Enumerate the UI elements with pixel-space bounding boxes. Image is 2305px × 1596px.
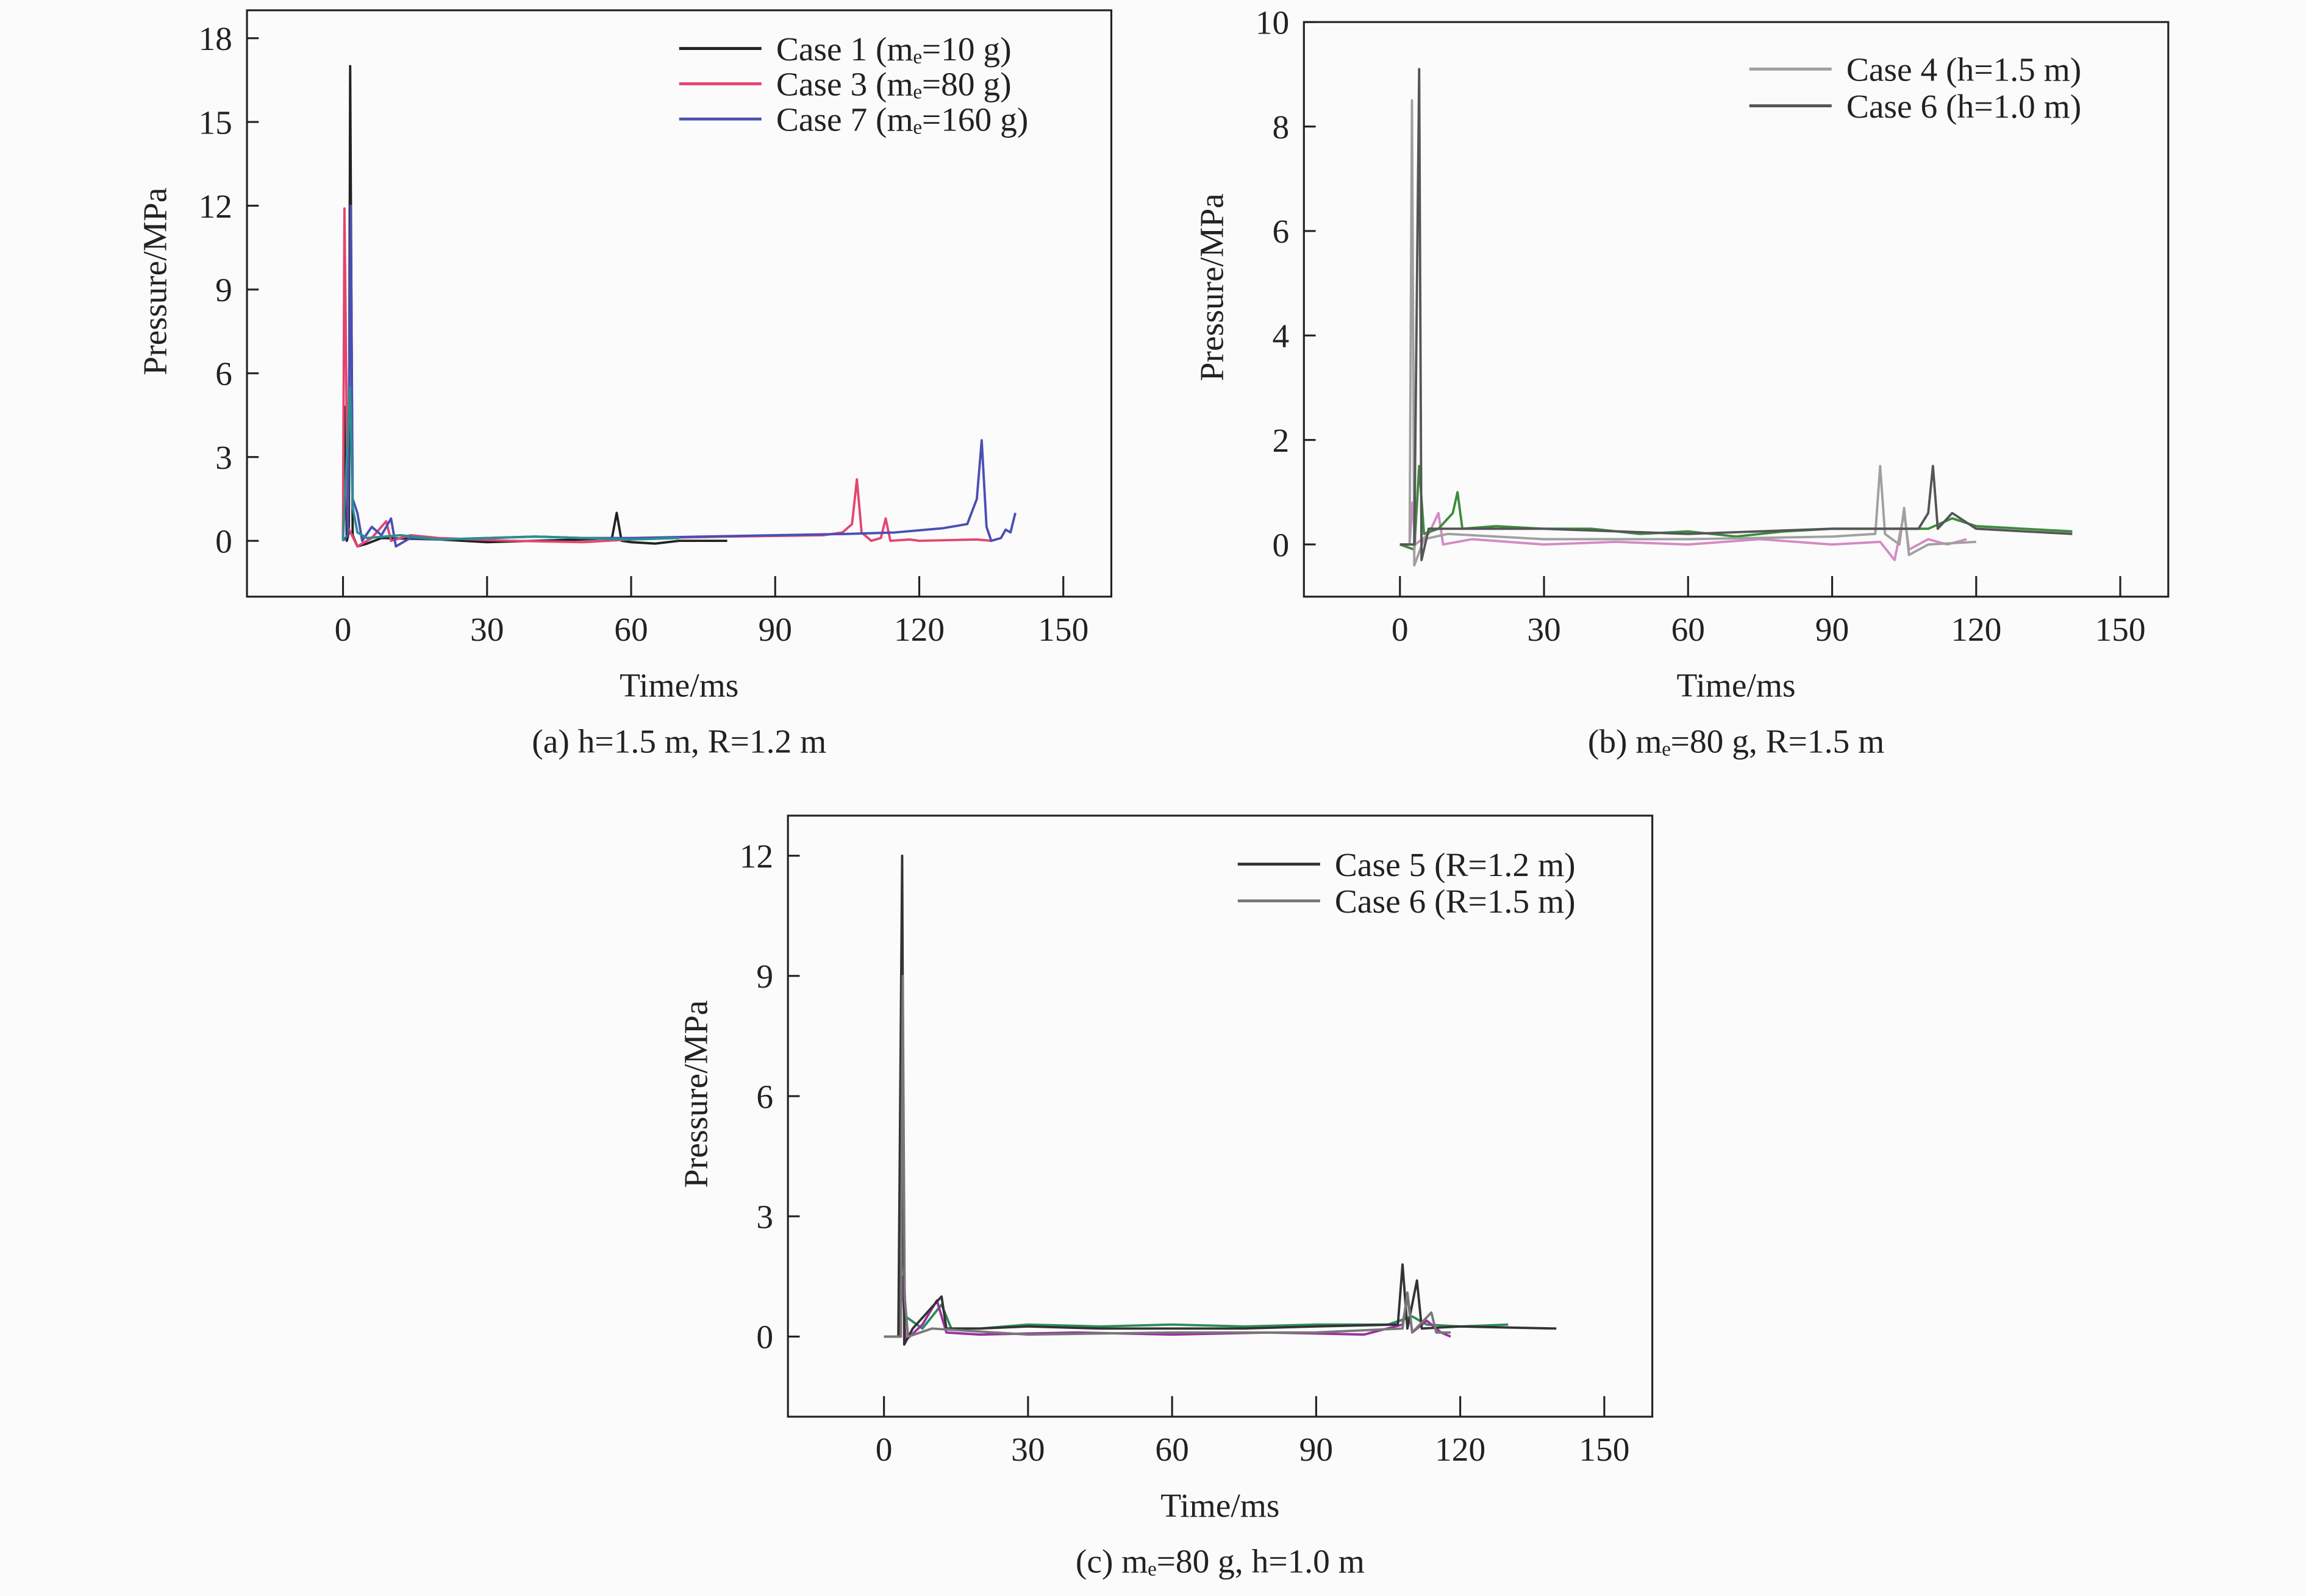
y-tick-label: 4 [1272,318,1289,355]
series-line-trace-3 [341,386,679,541]
x-axis-label: Time/ms [1160,1487,1279,1524]
legend-label: Case 4 (h=1.5 m) [1846,51,2081,88]
series-line-case-6 [884,975,1451,1338]
y-tick-label: 2 [1272,422,1289,459]
x-tick-label: 60 [1671,611,1705,648]
panel-caption: (c) mₑ=80 g, h=1.0 m [1076,1542,1365,1580]
panel-a: 0 3 6 9 12 15 18 0 30 60 90 120 150 Time/ms Pressure/M… [136,9,1113,760]
x-tick-label: 120 [1435,1431,1485,1468]
x-tick-label: 120 [1951,611,2001,648]
x-axis-label: Time/ms [620,667,738,704]
y-axis-label: Pressure/MPa [136,188,173,376]
legend-label: Case 1 (mₑ=10 g) [776,30,1012,68]
y-tick-label: 15 [198,104,232,141]
x-tick-label: 0 [876,1431,893,1468]
y-tick-label: 8 [1272,109,1289,146]
y-tick-label: 3 [756,1199,773,1236]
series-line-case-6 [1399,68,2073,561]
x-axis-label: Time/ms [1676,667,1795,704]
y-tick-label: 10 [1256,4,1289,41]
y-tick-label: 0 [215,522,232,560]
y-tick-label: 9 [756,958,773,995]
legend-label: Case 3 (mₑ=80 g) [776,66,1012,103]
series-line-case-5 [884,854,1557,1346]
legend-label: Case 7 (mₑ=160 g) [776,101,1028,138]
y-tick-label: 0 [1272,526,1289,563]
x-tick-label: 30 [1527,611,1560,648]
x-tick-label: 90 [1815,611,1849,648]
series-line-case-4 [1399,99,1976,567]
x-tick-label: 60 [1155,1431,1188,1468]
x-tick-label: 90 [1299,1431,1333,1468]
x-tick-label: 150 [1038,611,1088,648]
x-tick-label: 0 [1392,611,1409,648]
y-tick-label: 6 [215,355,232,393]
y-axis-label: Pressure/MPa [1193,193,1231,381]
plot-frame [1303,21,2170,598]
y-tick-label: 0 [756,1319,773,1356]
y-tick-label: 18 [198,20,232,57]
y-axis-label: Pressure/MPa [677,1000,715,1188]
y-tick-label: 6 [1272,213,1289,250]
x-tick-label: 60 [614,611,648,648]
x-tick-label: 150 [1579,1431,1629,1468]
y-tick-label: 9 [215,271,232,308]
panel-b: 0 2 4 6 8 10 0 30 60 90 120 150 Time/ms Pressure/MPa (… [1193,4,2170,760]
legend-label: Case 5 (R=1.2 m) [1335,846,1576,883]
x-tick-label: 0 [335,611,352,648]
plot-frame [787,814,1654,1418]
x-tick-label: 150 [2095,611,2145,648]
y-tick-label: 12 [198,188,232,225]
x-tick-label: 30 [470,611,504,648]
legend-label: Case 6 (h=1.0 m) [1846,88,2081,125]
y-tick-label: 3 [215,439,232,476]
x-tick-label: 90 [759,611,792,648]
plot-frame [246,9,1113,598]
y-tick-label: 6 [756,1078,773,1115]
legend-label: Case 6 (R=1.5 m) [1335,883,1576,920]
panel-caption: (a) h=1.5 m, R=1.2 m [532,722,826,760]
panel-caption: (b) mₑ=80 g, R=1.5 m [1588,722,1884,760]
x-tick-label: 30 [1011,1431,1045,1468]
y-tick-label: 12 [740,838,773,875]
x-tick-label: 120 [894,611,945,648]
